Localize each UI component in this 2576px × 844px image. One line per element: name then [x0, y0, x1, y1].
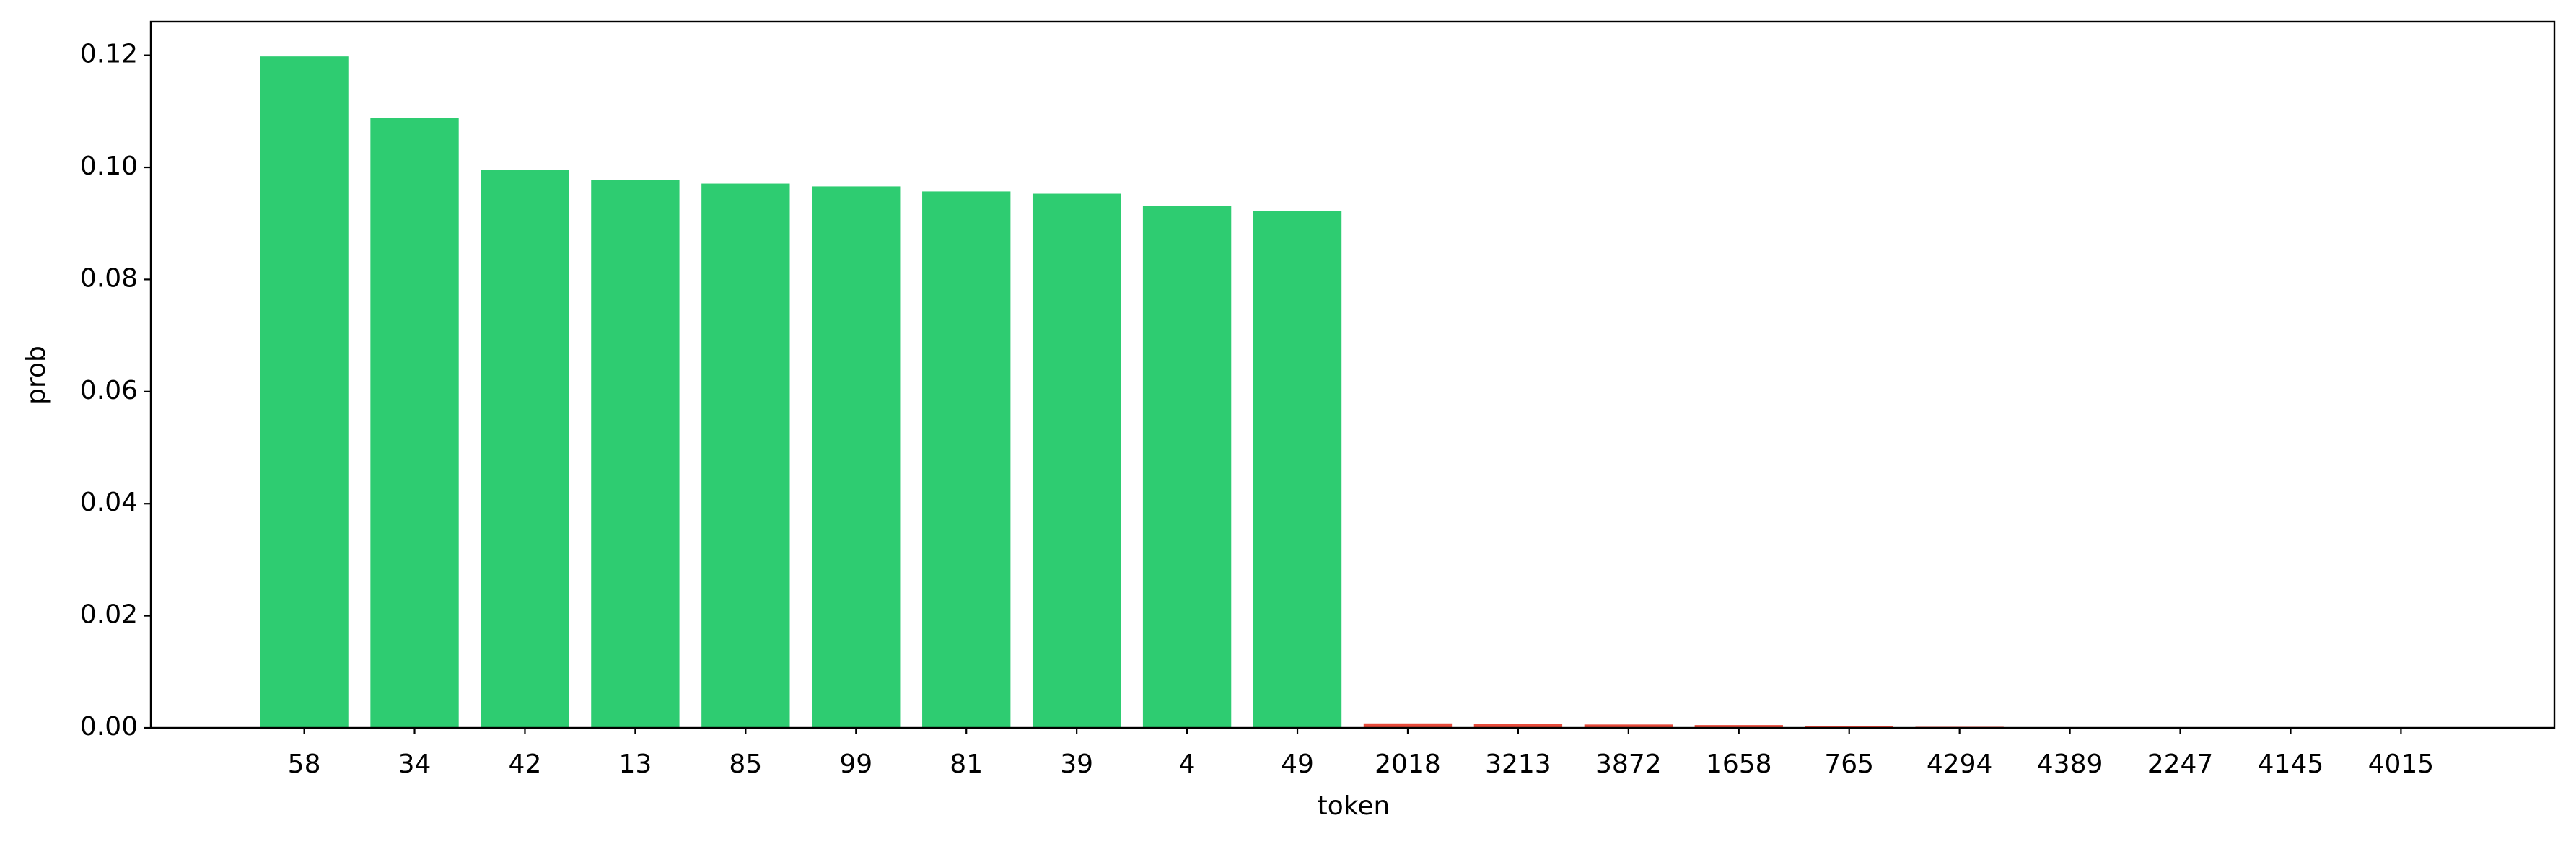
- x-tick-label: 34: [398, 750, 431, 779]
- bar: [1032, 193, 1121, 728]
- bar: [260, 56, 349, 728]
- x-tick-label: 58: [288, 750, 321, 779]
- x-tick-label: 81: [950, 750, 983, 779]
- bar: [1363, 723, 1453, 728]
- x-tick-label: 3872: [1595, 750, 1662, 779]
- y-tick-label: 0.10: [80, 151, 138, 181]
- y-tick-label: 0.12: [80, 40, 138, 69]
- x-tick-label: 99: [839, 750, 872, 779]
- y-tick-label: 0.08: [80, 263, 138, 293]
- x-tick-label: 85: [729, 750, 762, 779]
- x-tick-label: 2018: [1375, 750, 1441, 779]
- y-tick-label: 0.04: [80, 488, 138, 517]
- x-tick-label: 3213: [1485, 750, 1551, 779]
- x-tick-label: 42: [509, 750, 542, 779]
- y-axis-label: prob: [22, 346, 51, 405]
- bar: [370, 118, 459, 729]
- x-axis-label: token: [1318, 791, 1390, 821]
- bar: [1584, 724, 1673, 728]
- plot-frame: [149, 20, 2556, 729]
- x-tick-label: 4389: [2037, 750, 2103, 779]
- x-tick-label: 49: [1281, 750, 1314, 779]
- x-tick-label: 4: [1179, 750, 1196, 779]
- bar: [812, 186, 901, 728]
- bar: [481, 170, 569, 729]
- x-tick-label: 765: [1824, 750, 1874, 779]
- x-tick-label: 13: [618, 750, 652, 779]
- x-tick-label: 4294: [1927, 750, 1993, 779]
- x-tick-label: 4145: [2258, 750, 2324, 779]
- bar: [1694, 725, 1783, 728]
- bar: [701, 183, 790, 729]
- bar: [922, 191, 1011, 729]
- x-tick-label: 39: [1060, 750, 1093, 779]
- x-tick-label: 2247: [2147, 750, 2214, 779]
- x-tick-label: 1658: [1706, 750, 1772, 779]
- y-tick-label: 0.00: [80, 712, 138, 742]
- bar: [591, 180, 680, 729]
- bar: [1473, 724, 1563, 728]
- bar: [1253, 211, 1342, 729]
- y-tick-label: 0.06: [80, 376, 138, 405]
- bar: [1142, 206, 1232, 728]
- y-tick-label: 0.02: [80, 600, 138, 630]
- x-tick-label: 4015: [2368, 750, 2435, 779]
